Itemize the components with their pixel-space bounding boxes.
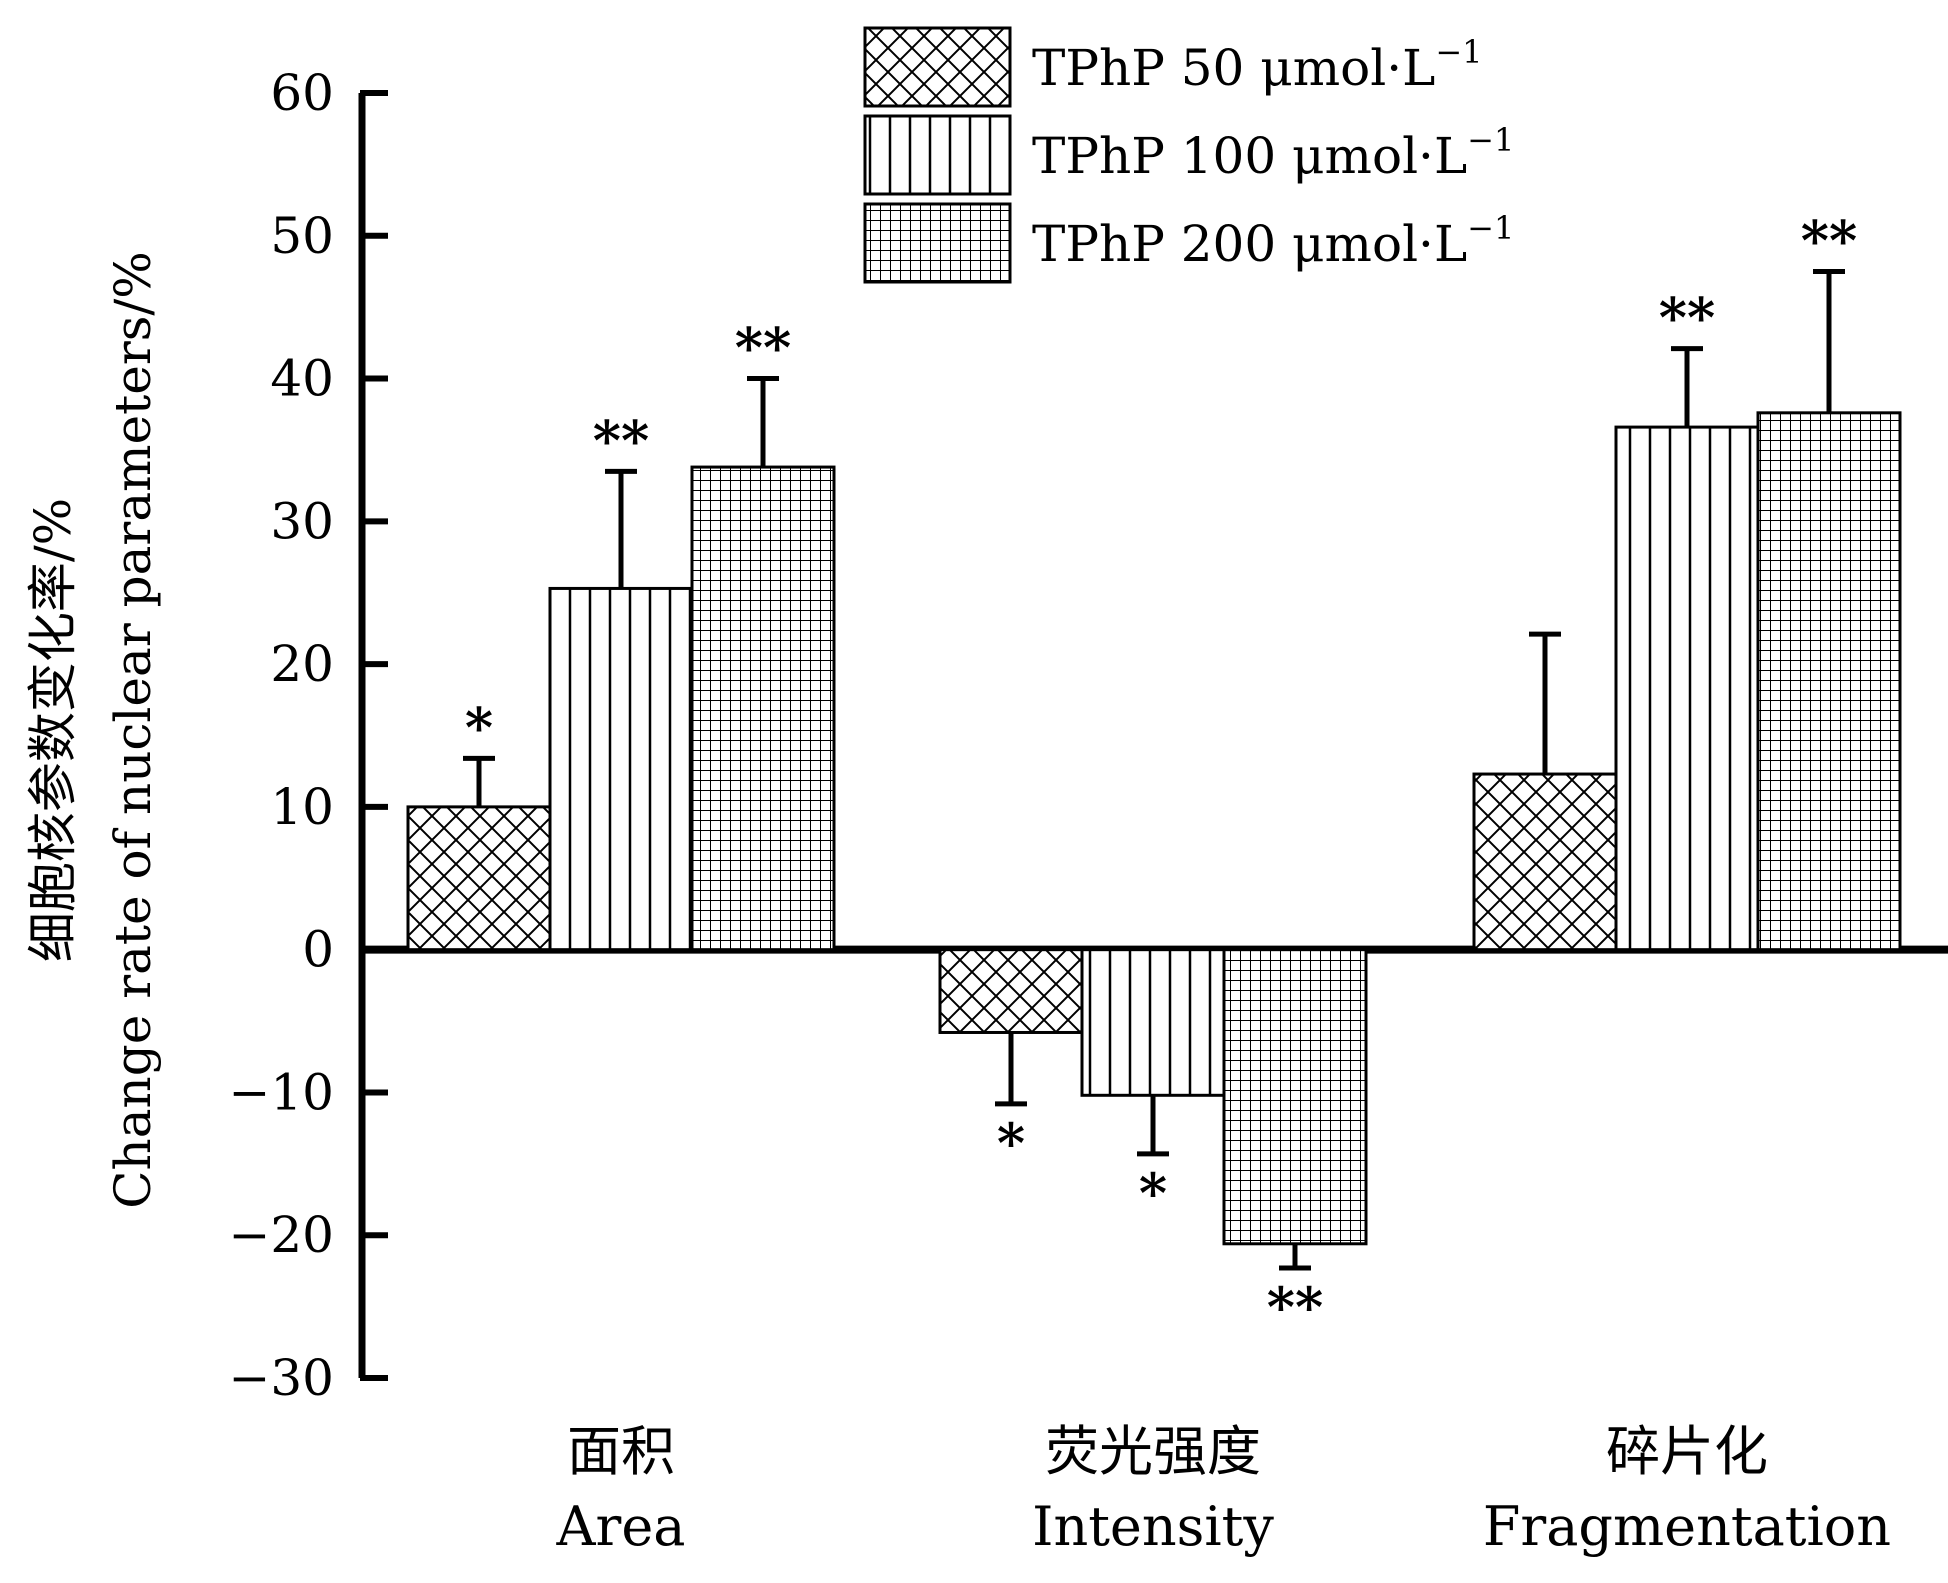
y-tick-label: 20 bbox=[270, 635, 334, 693]
significance-mark: ** bbox=[735, 316, 791, 380]
bar-vertical-lines-0 bbox=[548, 586, 694, 952]
y-tick-label: 40 bbox=[270, 350, 334, 408]
y-tick-label: 60 bbox=[270, 64, 334, 122]
y-tick-label: 50 bbox=[270, 207, 334, 265]
legend: TPhP 50 μmol·L−1 TPhP 100 μmol·L−1 TPhP 20… bbox=[863, 26, 1514, 284]
category-label-en: Fragmentation bbox=[1483, 1495, 1891, 1558]
legend-entry-sup: −1 bbox=[1467, 121, 1514, 159]
y-tick-label: 30 bbox=[270, 492, 334, 550]
category-labels: 面积 Area 荧光强度 Intensity 碎片化 Fragmentation bbox=[556, 1420, 1892, 1558]
y-axis-label: 细胞核参数变化率/% Change rate of nuclear parame… bbox=[24, 251, 162, 1208]
bar-crosshatch-1 bbox=[938, 948, 1084, 1034]
legend-entry-label: TPhP 200 μmol·L−1 bbox=[1032, 209, 1514, 273]
category-label-cn: 碎片化 bbox=[1606, 1420, 1768, 1483]
category-label-en: Area bbox=[556, 1495, 686, 1558]
legend-entry-sup: −1 bbox=[1435, 33, 1482, 71]
bar-vertical-lines-2 bbox=[1614, 425, 1760, 952]
y-tick-label: −10 bbox=[228, 1063, 334, 1121]
significance-mark: * bbox=[465, 695, 493, 759]
significance-mark: ** bbox=[1267, 1275, 1323, 1339]
significance-mark: * bbox=[1139, 1161, 1167, 1225]
category-label-cn: 面积 bbox=[567, 1420, 675, 1483]
legend-entry-label: TPhP 50 μmol·L−1 bbox=[1032, 33, 1483, 97]
bar-crosshatch-2 bbox=[1472, 772, 1618, 952]
legend-swatch-vertical-lines bbox=[863, 114, 1012, 196]
error-bars bbox=[463, 268, 1845, 1271]
significance-mark: ** bbox=[593, 408, 649, 472]
significance-mark: * bbox=[997, 1111, 1025, 1175]
y-tick-label: −20 bbox=[228, 1206, 334, 1264]
legend-entry-sup: −1 bbox=[1467, 209, 1514, 247]
y-axis-label-en: Change rate of nuclear parameters/% bbox=[104, 251, 162, 1208]
significance-marks: ************* bbox=[465, 208, 1857, 1339]
bars bbox=[406, 411, 1902, 1246]
y-axis-label-cn: 细胞核参数变化率/% bbox=[24, 498, 82, 962]
significance-mark: ** bbox=[1659, 286, 1715, 350]
category-label-cn: 荧光强度 bbox=[1045, 1420, 1261, 1483]
legend-swatch-crosshatch bbox=[863, 26, 1012, 108]
significance-mark: ** bbox=[1801, 208, 1857, 272]
y-tick-label: 0 bbox=[302, 921, 334, 979]
category-label-en: Intensity bbox=[1032, 1495, 1274, 1558]
bar-grid-0 bbox=[690, 465, 836, 952]
bar-vertical-lines-1 bbox=[1080, 948, 1226, 1097]
bar-grid-2 bbox=[1756, 411, 1902, 952]
legend-swatch-grid bbox=[863, 202, 1012, 284]
legend-entry-label: TPhP 100 μmol·L−1 bbox=[1032, 121, 1514, 185]
bar-grid-1 bbox=[1222, 948, 1368, 1246]
y-tick-label: 10 bbox=[270, 778, 334, 836]
y-tick-label: −30 bbox=[228, 1349, 334, 1407]
bar-crosshatch-0 bbox=[406, 805, 552, 952]
